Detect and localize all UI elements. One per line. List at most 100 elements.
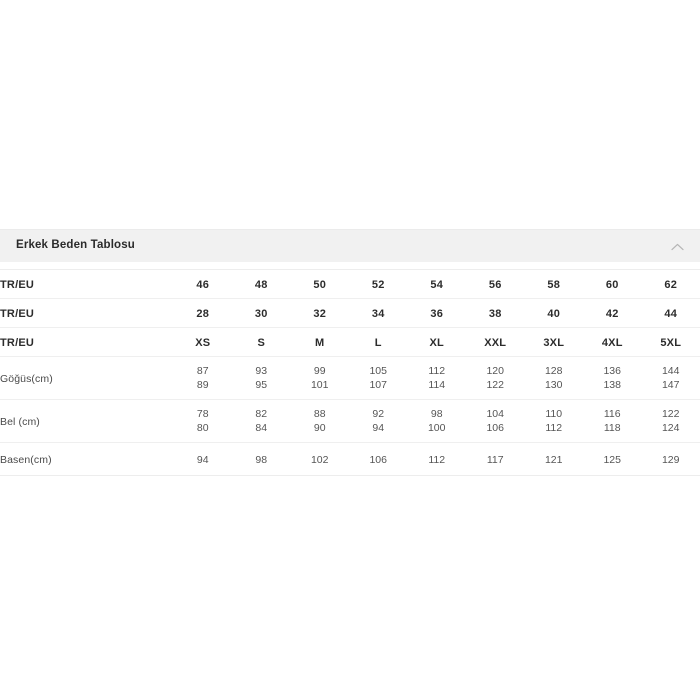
cell-value-range: 112 114	[407, 364, 466, 392]
cell-value-max: 101	[310, 379, 329, 391]
table-cell: 3XL	[524, 327, 583, 357]
cell-value-min: 120	[486, 365, 504, 377]
table-cell: 122 124	[641, 399, 700, 443]
cell-value-range: 82 84	[232, 407, 291, 435]
cell-value: 38	[488, 308, 502, 320]
table-cell: 44	[641, 298, 700, 328]
cell-value-min: 128	[544, 365, 563, 377]
table-cell: XL	[407, 327, 466, 357]
cell-value-max: 114	[428, 379, 446, 391]
size-chart-table-body: TR/EU 46 48 50 52 54 56 58 60 62 TR/E	[0, 269, 700, 476]
size-chart-panel-header[interactable]: Erkek Beden Tablosu	[0, 229, 700, 262]
cell-value-min: 98	[430, 408, 443, 420]
cell-value-range: 104 106	[466, 407, 525, 435]
table-cell: 87 89	[173, 356, 232, 400]
cell-value-max: 100	[427, 422, 446, 434]
spacer-cell	[171, 298, 174, 328]
cell-value: 4XL	[601, 337, 623, 349]
cell-value: 48	[254, 279, 268, 291]
table-cell: 98	[231, 442, 291, 476]
table-cell: 4XL	[582, 327, 642, 357]
table-cell: 136 138	[582, 356, 642, 400]
table-cell: 30	[231, 298, 291, 328]
cell-value-max: 80	[196, 422, 209, 434]
cell-value-range: 144 147	[641, 364, 700, 392]
row-label-cell: Basen(cm)	[0, 442, 172, 476]
table-cell: 94	[173, 442, 232, 476]
cell-value: 3XL	[543, 337, 565, 349]
cell-value: 5XL	[660, 337, 682, 349]
cell-value-max: 107	[369, 379, 387, 391]
table-row: Basen(cm) 94 98 102 106 112 117 121 125 …	[0, 442, 700, 476]
size-chart-table: TR/EU 46 48 50 52 54 56 58 60 62 TR/E	[0, 269, 700, 476]
cell-value: 98	[255, 454, 268, 466]
table-cell: XS	[173, 327, 232, 357]
cell-value: 42	[605, 308, 619, 320]
cell-value: 125	[603, 454, 621, 466]
table-cell: 128 130	[524, 356, 583, 400]
table-cell: 106	[348, 442, 408, 476]
table-cell: 52	[348, 269, 408, 299]
table-row: Göğüs(cm) 87 89 93 95 99 101 105 107 112 114 …	[0, 356, 700, 400]
table-cell: 120 122	[465, 356, 525, 400]
row-label: Basen(cm)	[0, 454, 52, 466]
cell-value-range: 120 122	[466, 364, 525, 392]
cell-value: 30	[254, 308, 268, 320]
cell-value: 102	[310, 454, 329, 466]
cell-value-range: 92 94	[349, 407, 408, 435]
cell-value-min: 144	[661, 365, 680, 377]
cell-value: 46	[196, 279, 210, 291]
cell-value-range: 116 118	[583, 407, 642, 435]
row-label-cell: Bel (cm)	[0, 399, 172, 443]
table-cell: 99 101	[290, 356, 349, 400]
cell-value-range: 98 100	[407, 407, 466, 435]
row-label-cell: TR/EU	[0, 298, 172, 328]
cell-value: 40	[547, 308, 561, 320]
cell-value: 112	[428, 454, 446, 466]
row-label: Göğüs(cm)	[0, 373, 53, 385]
cell-value-max: 124	[661, 422, 680, 434]
cell-value-range: 78 80	[173, 407, 232, 435]
table-cell: 104 106	[465, 399, 525, 443]
table-cell: 88 90	[290, 399, 349, 443]
size-chart-panel: Erkek Beden Tablosu	[0, 229, 700, 262]
cell-value-min: 87	[196, 365, 209, 377]
cell-value: 60	[605, 279, 619, 291]
cell-value: 62	[664, 279, 678, 291]
row-label: TR/EU	[0, 308, 34, 320]
spacer-cell	[171, 269, 174, 299]
cell-value-min: 88	[313, 408, 326, 420]
table-cell: 112	[407, 442, 466, 476]
table-cell: 42	[582, 298, 642, 328]
cell-value-min: 93	[255, 365, 268, 377]
table-cell: 105 107	[348, 356, 408, 400]
cell-value: 44	[664, 308, 678, 320]
table-cell: 48	[231, 269, 291, 299]
cell-value-min: 92	[372, 408, 385, 420]
cell-value-max: 147	[661, 379, 680, 391]
cell-value: XXL	[484, 337, 507, 349]
table-cell: 102	[290, 442, 349, 476]
row-label: TR/EU	[0, 337, 34, 349]
table-cell: XXL	[465, 327, 525, 357]
cell-value-range: 99 101	[290, 364, 349, 392]
cell-value-range: 87 89	[173, 364, 232, 392]
table-row: TR/EU XS S M L XL XXL 3XL 4XL 5XL	[0, 327, 700, 357]
cell-value-max: 84	[255, 422, 268, 434]
table-cell: 32	[290, 298, 349, 328]
row-label: TR/EU	[0, 279, 34, 291]
cell-value-min: 112	[428, 365, 446, 377]
cell-value: 32	[313, 308, 327, 320]
cell-value-range: 105 107	[349, 364, 408, 392]
chevron-up-icon[interactable]	[662, 230, 692, 263]
table-cell: 82 84	[231, 399, 291, 443]
table-cell: 56	[465, 269, 525, 299]
table-row: Bel (cm) 78 80 82 84 88 90 92 94 98 100 104 10…	[0, 399, 700, 443]
cell-value: 106	[369, 454, 387, 466]
cell-value: 121	[544, 454, 563, 466]
cell-value-max: 118	[603, 422, 621, 434]
table-cell: 144 147	[641, 356, 700, 400]
cell-value-min: 122	[661, 408, 680, 420]
table-cell: 60	[582, 269, 642, 299]
table-cell: 36	[407, 298, 466, 328]
